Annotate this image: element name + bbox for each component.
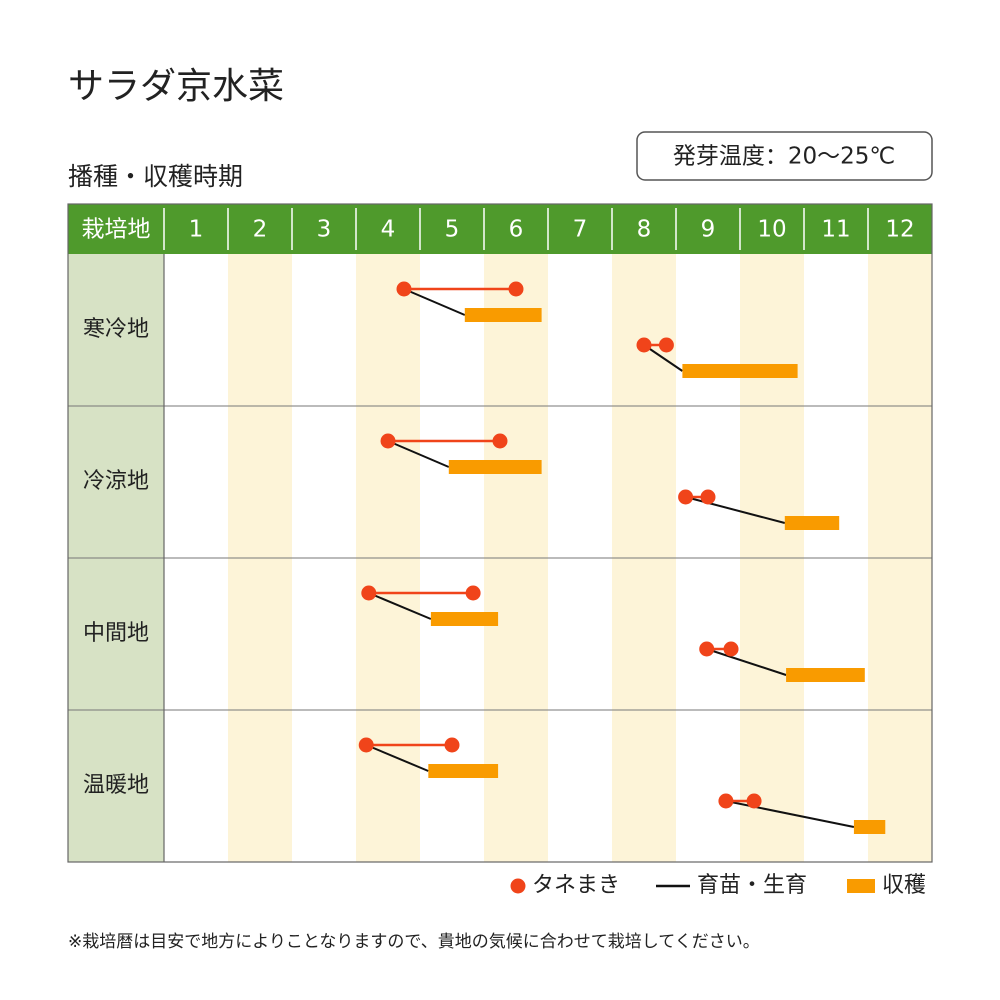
row-label: 温暖地	[83, 773, 149, 798]
growth-line	[706, 648, 787, 676]
harvest-bar	[464, 308, 542, 322]
legend-marker	[847, 879, 875, 893]
month-label: 7	[573, 217, 588, 243]
sowing-dot	[746, 793, 762, 809]
footnote: ※栽培暦は目安で地方によりことなりますので、貴地の気候に合わせて栽培してください…	[68, 932, 760, 952]
month-label: 8	[637, 217, 652, 243]
note: 発芽温度：20～25℃	[673, 144, 895, 170]
growth-line	[643, 344, 683, 372]
month-label: 9	[701, 217, 716, 243]
growth-line	[387, 440, 450, 468]
harvest-bar	[448, 460, 542, 474]
month-label: 3	[317, 217, 332, 243]
month-label: 12	[885, 217, 914, 243]
sowing-dot	[699, 641, 715, 657]
growth-line	[403, 288, 466, 316]
harvest-bar	[853, 820, 886, 834]
month-label: 6	[509, 217, 524, 243]
month-label: 2	[253, 217, 268, 243]
legend-label: 育苗・生育	[697, 873, 807, 898]
month-label: 1	[189, 217, 204, 243]
sowing-dot	[723, 641, 739, 657]
calendar: 栽培地 1 2 3 4 5 6 7 8 9 10 11 12寒冷地冷涼地中間地温暖地タネまき 育苗・生育収…	[67, 203, 933, 898]
legend-label: 収穫	[882, 873, 926, 898]
legend-label: タネまき	[532, 873, 620, 898]
month-label: 10	[757, 217, 786, 243]
row-header: 栽培地	[82, 217, 151, 243]
month-label: 5	[445, 217, 460, 243]
month-label: 4	[381, 217, 396, 243]
harvest-bar	[682, 364, 798, 378]
chart-title: サラダ京水菜	[68, 66, 284, 107]
sowing-dot	[658, 337, 674, 353]
row-label: 寒冷地	[83, 317, 149, 342]
calendar-border	[67, 203, 933, 863]
header-bg	[68, 204, 932, 254]
harvest-bar	[430, 612, 499, 626]
sowing-dot	[361, 585, 377, 601]
sowing-dot	[492, 433, 508, 449]
legend-marker	[510, 878, 526, 894]
row-label: 冷涼地	[83, 469, 149, 494]
note-box	[636, 131, 933, 181]
subtitle: 播種・収穫時期	[68, 162, 243, 191]
sowing-dot	[380, 433, 396, 449]
growth-line	[365, 744, 429, 772]
harvest-bar	[428, 764, 499, 778]
sowing-dot	[465, 585, 481, 601]
sowing-dot	[678, 489, 694, 505]
growth-line	[368, 592, 432, 620]
harvest-bar	[784, 516, 840, 530]
sowing-dot	[700, 489, 716, 505]
sowing-dot	[636, 337, 652, 353]
growth-line	[725, 800, 855, 828]
sowing-dot	[718, 793, 734, 809]
sowing-dot	[396, 281, 412, 297]
row-label: 中間地	[83, 621, 149, 646]
harvest-bar	[786, 668, 865, 682]
month-label: 11	[821, 217, 850, 243]
sowing-dot	[508, 281, 524, 297]
sowing-dot	[358, 737, 374, 753]
sowing-dot	[444, 737, 460, 753]
